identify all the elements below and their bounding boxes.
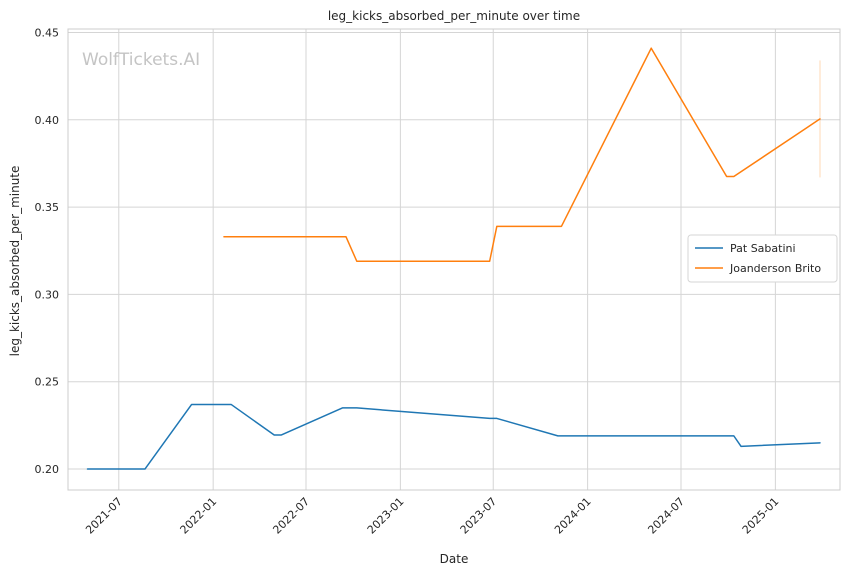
y-tick-label: 0.25 (35, 376, 60, 389)
y-tick-label: 0.45 (35, 26, 60, 39)
legend-label-pat-sabatini: Pat Sabatini (730, 242, 796, 255)
y-tick-label: 0.35 (35, 201, 60, 214)
plot-area-frame (67, 28, 841, 491)
y-axis-title: leg_kicks_absorbed_per_minute (8, 166, 22, 357)
x-axis-title: Date (440, 552, 469, 566)
series-line-joanderson-brito (223, 47, 821, 262)
y-tick-label: 0.30 (35, 288, 60, 301)
grid (68, 29, 840, 490)
chart-title: leg_kicks_absorbed_per_minute over time (328, 9, 580, 23)
watermark: WolfTickets.AI (82, 50, 200, 70)
series-layer (86, 47, 821, 470)
series-line-pat-sabatini (86, 403, 821, 470)
y-tick-label: 0.20 (35, 463, 60, 476)
legend: Pat Sabatini Joanderson Brito (687, 234, 838, 283)
legend-label-joanderson-brito: Joanderson Brito (729, 262, 821, 275)
y-tick-label: 0.40 (35, 114, 60, 127)
legend-box (687, 234, 838, 283)
